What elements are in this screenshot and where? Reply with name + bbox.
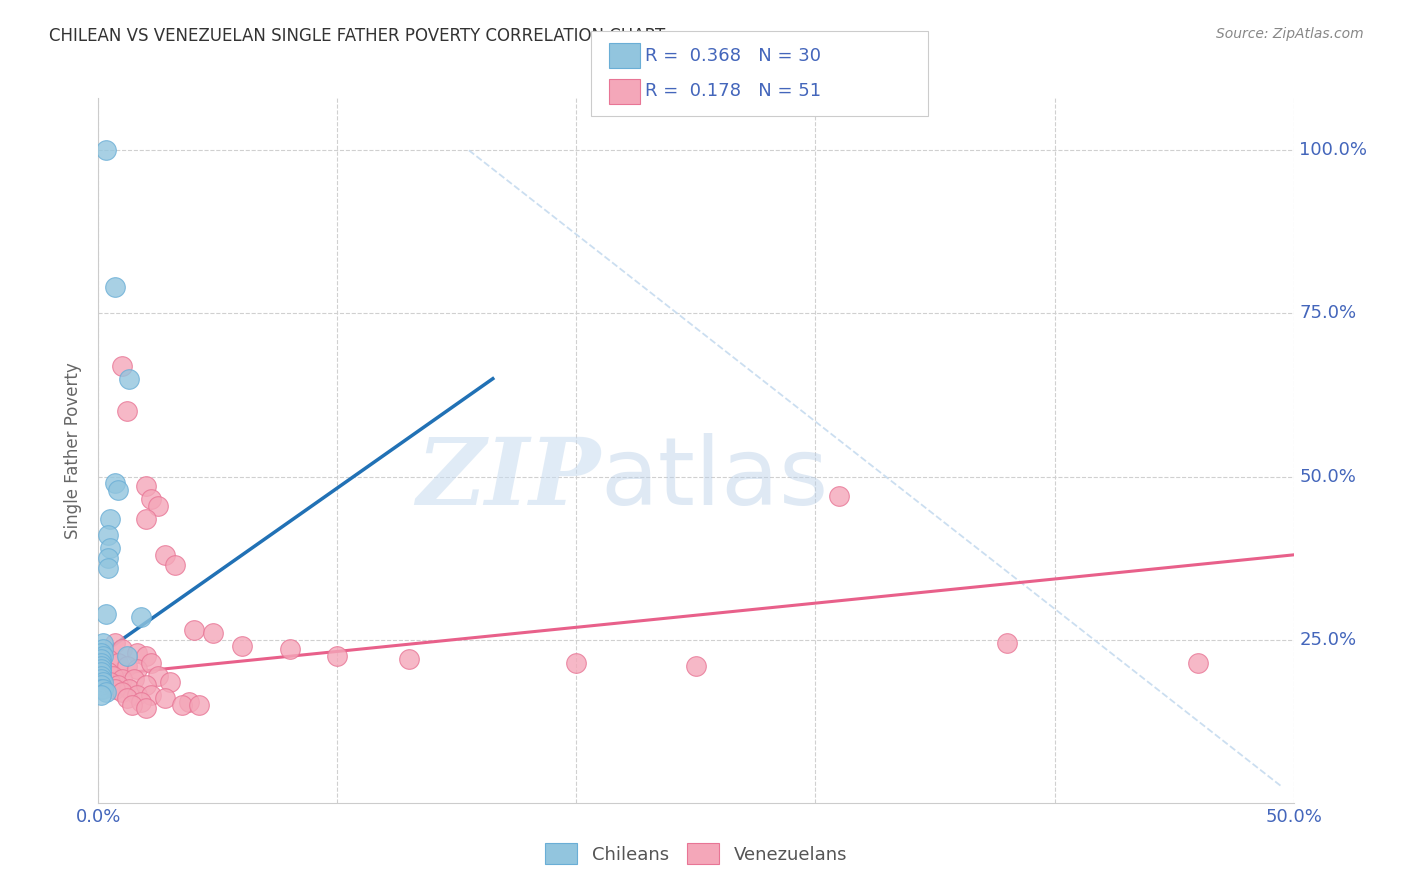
Point	[155, 548, 177, 562]
Point	[98, 675, 122, 690]
Point	[104, 636, 127, 650]
Point	[118, 372, 141, 386]
Point	[231, 639, 253, 653]
Point	[104, 280, 127, 294]
Point	[111, 672, 134, 686]
Point	[90, 662, 112, 676]
Point	[179, 695, 201, 709]
Point	[124, 672, 146, 686]
Point	[94, 607, 117, 621]
Point	[115, 648, 138, 663]
Point	[98, 541, 122, 556]
Point	[155, 691, 177, 706]
Point	[90, 668, 112, 682]
Point	[131, 610, 153, 624]
Point	[90, 658, 112, 673]
Text: R =  0.368   N = 30: R = 0.368 N = 30	[645, 47, 821, 65]
Point	[135, 479, 157, 493]
Point	[685, 658, 707, 673]
Text: R =  0.178   N = 51: R = 0.178 N = 51	[645, 82, 821, 100]
Point	[1187, 656, 1209, 670]
Point	[125, 688, 148, 702]
Point	[90, 681, 112, 696]
Point	[135, 648, 157, 663]
Point	[565, 656, 588, 670]
Point	[183, 623, 205, 637]
Point	[90, 688, 112, 702]
Point	[94, 685, 117, 699]
Point	[135, 512, 157, 526]
Point	[135, 678, 157, 692]
Point	[139, 688, 162, 702]
Point	[97, 528, 120, 542]
Y-axis label: Single Father Poverty: Single Father Poverty	[65, 362, 83, 539]
Point	[148, 668, 170, 682]
Point	[278, 642, 301, 657]
Text: CHILEAN VS VENEZUELAN SINGLE FATHER POVERTY CORRELATION CHART: CHILEAN VS VENEZUELAN SINGLE FATHER POVE…	[49, 27, 665, 45]
Point	[94, 144, 117, 158]
Point	[107, 678, 129, 692]
Legend: Chileans, Venezuelans: Chileans, Venezuelans	[537, 836, 855, 871]
Point	[90, 665, 112, 680]
Point	[111, 685, 134, 699]
Point	[91, 636, 114, 650]
Text: ZIP: ZIP	[416, 434, 600, 524]
Point	[202, 626, 225, 640]
Point	[90, 672, 112, 686]
Point	[326, 648, 349, 663]
Point	[97, 551, 120, 566]
Point	[101, 668, 124, 682]
Point	[139, 656, 162, 670]
Point	[125, 646, 148, 660]
Point	[90, 678, 112, 692]
Point	[163, 558, 186, 572]
Point	[121, 698, 143, 712]
Point	[91, 648, 114, 663]
Point	[115, 404, 138, 418]
Point	[159, 675, 181, 690]
Point	[97, 665, 120, 680]
Point	[104, 476, 127, 491]
Point	[135, 701, 157, 715]
Point	[97, 561, 120, 575]
Text: Source: ZipAtlas.com: Source: ZipAtlas.com	[1216, 27, 1364, 41]
Text: 25.0%: 25.0%	[1299, 631, 1357, 648]
Point	[90, 646, 112, 660]
Point	[828, 489, 851, 503]
Point	[139, 492, 162, 507]
Text: 100.0%: 100.0%	[1299, 141, 1368, 160]
Point	[91, 675, 114, 690]
Point	[115, 691, 138, 706]
Point	[148, 499, 170, 513]
Point	[91, 642, 114, 657]
Point	[90, 656, 112, 670]
Point	[104, 681, 127, 696]
Point	[125, 662, 148, 676]
Point	[107, 483, 129, 497]
Point	[90, 652, 112, 666]
Point	[107, 656, 129, 670]
Point	[97, 652, 120, 666]
Point	[91, 681, 114, 696]
Point	[131, 695, 153, 709]
Point	[118, 681, 141, 696]
Text: atlas: atlas	[600, 433, 828, 524]
Point	[111, 359, 134, 373]
Point	[111, 642, 134, 657]
Point	[995, 636, 1018, 650]
Point	[98, 512, 122, 526]
Point	[187, 698, 209, 712]
Text: 75.0%: 75.0%	[1299, 304, 1357, 322]
Text: 50.0%: 50.0%	[1299, 467, 1357, 485]
Point	[115, 658, 138, 673]
Point	[398, 652, 420, 666]
Point	[172, 698, 194, 712]
